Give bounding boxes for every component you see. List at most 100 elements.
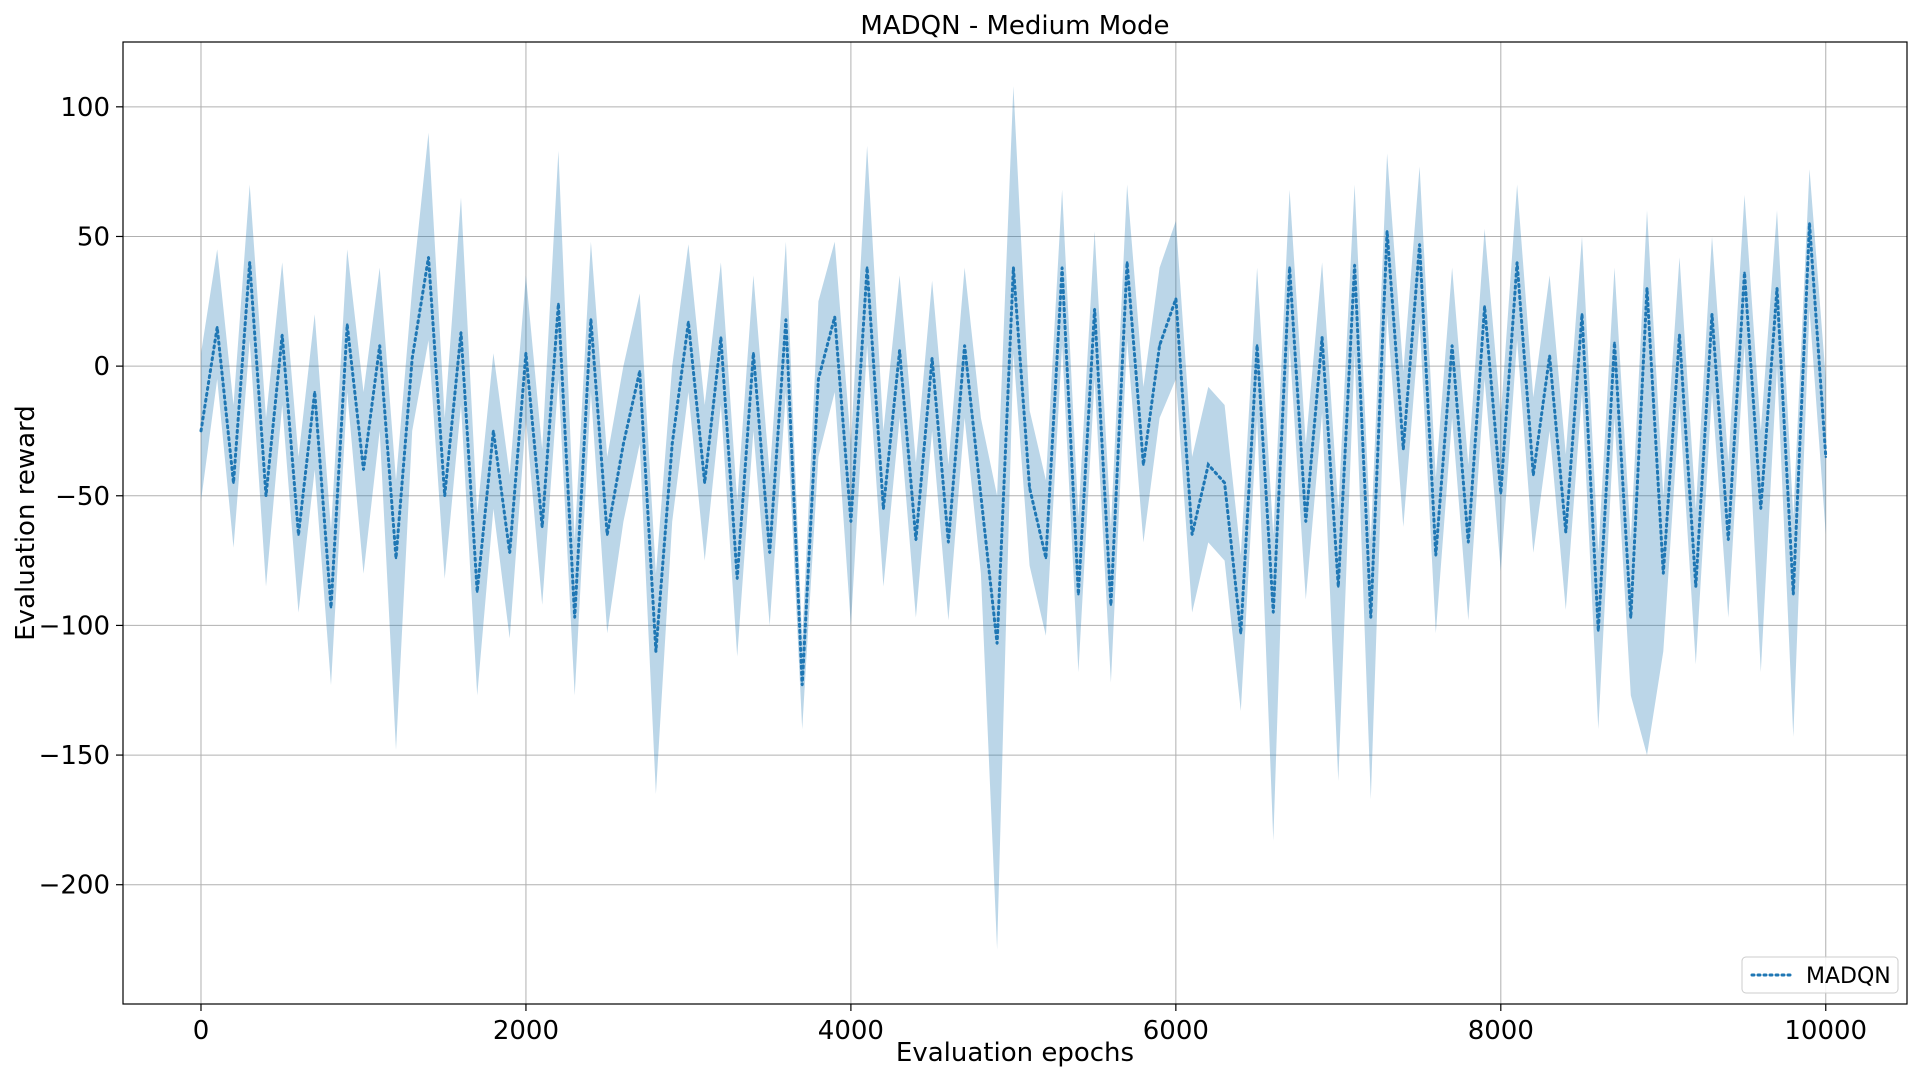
data-point [216,326,219,329]
data-point [427,256,430,259]
data-point [362,468,365,471]
data-point [1727,538,1730,542]
data-point [329,606,333,609]
data-point [687,320,690,324]
data-point [1792,593,1795,596]
y-tick-label: −200 [39,871,110,901]
data-point [378,344,381,347]
y-tick-label: −100 [39,611,110,641]
data-point [492,429,495,433]
data-point [476,590,479,593]
x-tick-label: 6000 [1143,1016,1209,1046]
data-point [1239,632,1243,635]
y-tick-label: −150 [39,741,110,771]
data-point [703,481,706,484]
data-point [573,616,576,619]
data-point [1759,507,1763,510]
data-point [1710,313,1714,316]
data-point [898,349,901,352]
legend-box [1741,956,1899,994]
data-point [1158,344,1161,347]
x-tick-label: 2000 [493,1016,559,1046]
data-point [882,507,885,510]
data-point [1142,463,1145,466]
data-point [833,315,836,319]
data-point [1743,271,1746,274]
data-point [1580,313,1584,316]
data-point [1109,603,1113,606]
data-point [1662,572,1665,575]
chart-title: MADQN - Medium Mode [860,11,1169,41]
data-point [865,266,869,269]
data-point [914,538,918,542]
data-point [411,357,414,360]
data-point [346,323,349,326]
data-point [768,551,771,554]
data-point [947,541,950,544]
data-point [1418,243,1421,246]
data-point [313,390,316,394]
x-tick-label: 4000 [818,1016,884,1046]
data-point [1434,554,1438,557]
data-point [199,429,203,433]
y-axis-label: Evaluation reward [11,405,41,641]
data-point [1694,585,1698,588]
data-point [849,520,853,523]
confidence-band-layer [201,86,1826,950]
data-point [1645,287,1649,290]
data-point [736,577,739,580]
data-point [459,331,463,334]
data-point [297,533,300,536]
data-point [1548,354,1551,357]
data-point [1499,492,1503,495]
data-point [1564,530,1568,534]
data-point [995,642,999,645]
x-tick-label: 10000 [1784,1016,1867,1046]
data-point [1190,533,1194,536]
plot-frame [122,41,1908,1005]
data-point [524,352,528,355]
data-point [1077,593,1080,596]
data-point [622,442,625,446]
data-point [784,318,788,321]
data-point [801,683,804,687]
y-tick-label: 50 [77,222,110,252]
data-point [1093,307,1096,311]
data-point [1824,455,1828,459]
data-point [1272,611,1275,614]
series-line-layer [199,222,1828,687]
data-point [817,377,820,381]
data-point [654,650,658,653]
data-point [1775,287,1779,290]
data-point [1597,629,1600,632]
data-point [232,481,235,484]
data-point [1044,556,1048,560]
data-point [1223,481,1226,484]
data-point [1369,616,1373,619]
data-point [1255,344,1259,347]
axis-ticks: 0 2000 4000 6000 8000 10000 100 50 0 −50 −100 −150 −… [39,93,1868,1046]
data-point [281,333,284,337]
data-point [1028,486,1031,490]
data-point [1467,541,1470,544]
data-point [248,261,251,264]
data-point [1808,222,1811,225]
data-point [1060,266,1064,269]
data-point [1629,616,1633,619]
data-point [1304,520,1308,523]
data-point [1532,473,1535,477]
data-point [1450,344,1454,347]
data-point [752,352,755,355]
data-point [541,525,544,529]
data-point [1483,305,1486,308]
data-point [1678,333,1681,337]
data-point [1515,261,1519,264]
data-point [1012,266,1015,269]
data-point [508,551,511,554]
data-point [1337,585,1340,588]
data-point [930,357,934,360]
data-point [443,494,446,497]
data-point [589,318,593,321]
